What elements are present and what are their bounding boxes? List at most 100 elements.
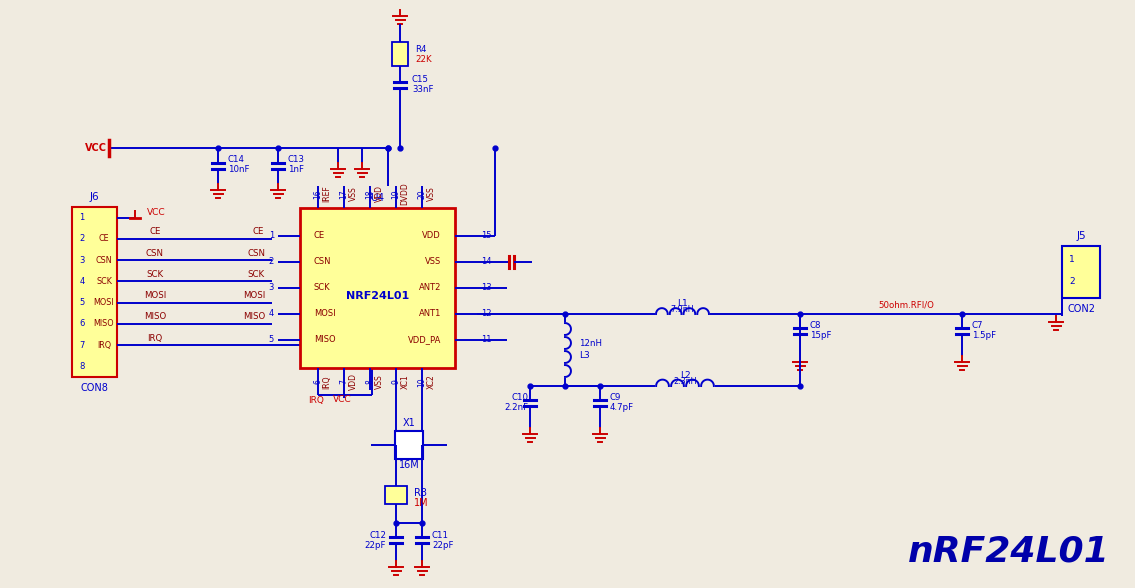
Text: 20: 20 [418, 189, 427, 199]
Text: VCC: VCC [85, 143, 107, 153]
Text: VDD: VDD [375, 185, 384, 202]
Text: CE: CE [99, 235, 109, 243]
Text: 10: 10 [418, 377, 427, 387]
Text: CSN: CSN [247, 249, 264, 258]
Text: 1: 1 [1069, 256, 1075, 265]
Bar [72, 207, 117, 377]
Bar [300, 208, 455, 368]
Text: 3: 3 [269, 283, 274, 292]
Text: 8: 8 [79, 362, 85, 371]
Text: ANT1: ANT1 [419, 309, 442, 319]
Text: L3: L3 [579, 352, 590, 360]
Text: MISO: MISO [144, 312, 166, 322]
Text: C13: C13 [288, 155, 305, 165]
Text: CE: CE [149, 228, 161, 236]
Text: CE: CE [314, 232, 325, 240]
Text: XC1: XC1 [401, 375, 410, 389]
Text: DVDD: DVDD [401, 183, 410, 205]
Text: R4: R4 [415, 45, 427, 55]
Text: 2: 2 [269, 258, 274, 266]
Text: 7: 7 [79, 340, 85, 350]
Text: 1M: 1M [414, 498, 429, 508]
Text: 1: 1 [269, 232, 274, 240]
Text: VSS: VSS [427, 186, 436, 201]
Text: 33nF: 33nF [412, 85, 434, 95]
Text: MOSI: MOSI [243, 291, 266, 300]
Text: 1: 1 [79, 213, 85, 222]
Text: VDD: VDD [348, 373, 358, 390]
Text: C15: C15 [412, 75, 429, 85]
Text: 6: 6 [313, 380, 322, 385]
Text: 2.3nH: 2.3nH [673, 377, 697, 386]
Text: 50ohm.RFI/O: 50ohm.RFI/O [878, 300, 934, 309]
Text: 5: 5 [79, 298, 85, 307]
Text: VCC: VCC [148, 208, 166, 217]
Text: 9: 9 [392, 380, 401, 385]
Text: VSS: VSS [375, 375, 384, 389]
Text: C7: C7 [972, 322, 984, 330]
Text: 15pF: 15pF [810, 332, 832, 340]
Text: VSS: VSS [424, 258, 442, 266]
Text: 19: 19 [392, 189, 401, 199]
Text: 4: 4 [269, 309, 274, 319]
Text: C11: C11 [432, 530, 449, 540]
Text: 12nH: 12nH [579, 339, 602, 349]
Text: 22pF: 22pF [364, 540, 386, 550]
Text: VCC: VCC [333, 396, 352, 405]
Bar [395, 431, 423, 459]
Text: SCK: SCK [314, 283, 330, 292]
Text: C10: C10 [511, 393, 528, 403]
Text: SCK: SCK [146, 270, 163, 279]
Text: 1nF: 1nF [288, 165, 304, 175]
Text: 7: 7 [339, 380, 348, 385]
Text: VDD_PA: VDD_PA [407, 336, 442, 345]
Text: IREF: IREF [322, 186, 331, 202]
Text: 10nF: 10nF [228, 165, 250, 175]
Bar [392, 42, 407, 66]
Text: 12: 12 [481, 309, 491, 319]
Text: X1: X1 [403, 418, 415, 428]
Text: SCK: SCK [96, 277, 112, 286]
Text: IRQ: IRQ [148, 333, 162, 343]
Text: XC2: XC2 [427, 375, 436, 389]
Text: NRF24L01: NRF24L01 [346, 291, 409, 301]
Text: CON8: CON8 [81, 383, 109, 393]
Text: 4.7pF: 4.7pF [609, 403, 634, 413]
Text: R3: R3 [414, 488, 427, 498]
Text: C12: C12 [369, 530, 386, 540]
Text: CSN: CSN [95, 256, 112, 265]
Text: 22pF: 22pF [432, 540, 454, 550]
Text: MISO: MISO [314, 336, 336, 345]
Text: MISO: MISO [243, 312, 266, 322]
Text: VDD: VDD [422, 232, 442, 240]
Text: 16: 16 [313, 189, 322, 199]
Text: 7.9nH: 7.9nH [671, 306, 695, 315]
Text: MOSI: MOSI [314, 309, 336, 319]
Text: 3: 3 [79, 256, 85, 265]
Text: nRF24L01: nRF24L01 [908, 534, 1110, 568]
Text: C9: C9 [609, 393, 621, 403]
Text: 1.5pF: 1.5pF [972, 332, 997, 340]
Text: CSN: CSN [314, 258, 331, 266]
Text: J5: J5 [1076, 231, 1086, 241]
Text: 5: 5 [269, 336, 274, 345]
Text: C14: C14 [228, 155, 245, 165]
Text: MISO: MISO [94, 319, 115, 328]
Text: 17: 17 [339, 189, 348, 199]
Text: 15: 15 [481, 232, 491, 240]
Text: J6: J6 [90, 192, 100, 202]
Bar [1062, 246, 1100, 298]
Text: CON2: CON2 [1067, 304, 1095, 314]
Text: 13: 13 [481, 283, 491, 292]
Text: 18: 18 [365, 189, 375, 199]
Text: L2: L2 [680, 370, 690, 379]
Text: 8: 8 [365, 380, 375, 385]
Bar [385, 486, 407, 504]
Text: VSS: VSS [348, 186, 358, 201]
Text: 14: 14 [481, 258, 491, 266]
Text: 2.2nF: 2.2nF [504, 403, 528, 413]
Text: IRQ: IRQ [322, 375, 331, 389]
Text: 4: 4 [79, 277, 85, 286]
Text: L1: L1 [678, 299, 688, 308]
Text: 11: 11 [481, 336, 491, 345]
